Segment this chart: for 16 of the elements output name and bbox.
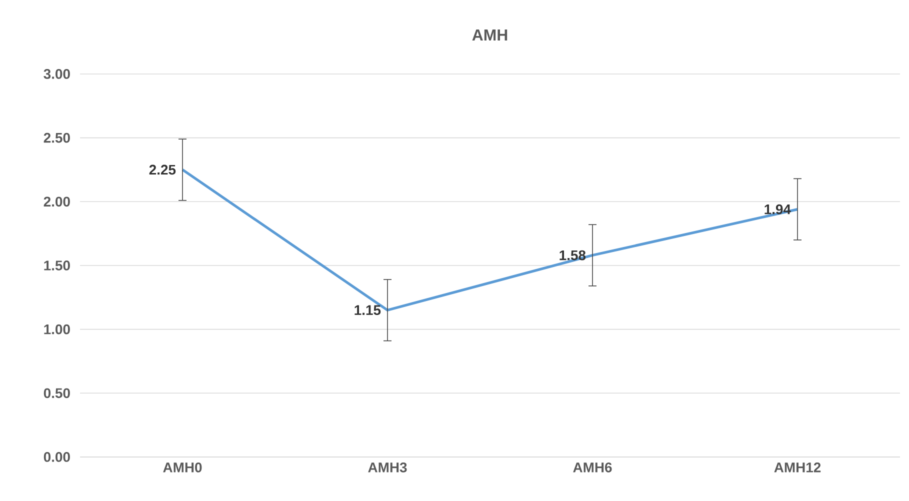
y-tick-label: 0.50 xyxy=(44,388,70,398)
x-tick-label: AMH0 xyxy=(163,462,202,472)
data-label: 2.25 xyxy=(149,164,176,175)
data-label: 1.58 xyxy=(560,250,586,260)
x-tick-label: AMH6 xyxy=(573,462,612,472)
y-tick-label: 3.00 xyxy=(44,69,70,79)
y-tick-label: 2.50 xyxy=(44,132,70,143)
y-tick-label: 1.50 xyxy=(44,260,70,270)
chart-title: AMH xyxy=(472,30,508,40)
y-tick-label: 2.00 xyxy=(44,196,70,207)
y-tick-label: 0.00 xyxy=(44,452,70,462)
y-tick-label: 1.00 xyxy=(44,324,70,334)
x-tick-label: AMH12 xyxy=(774,462,821,472)
data-label: 1.94 xyxy=(764,204,791,214)
x-tick-label: AMH3 xyxy=(368,462,407,472)
data-label: 1.15 xyxy=(354,305,381,316)
